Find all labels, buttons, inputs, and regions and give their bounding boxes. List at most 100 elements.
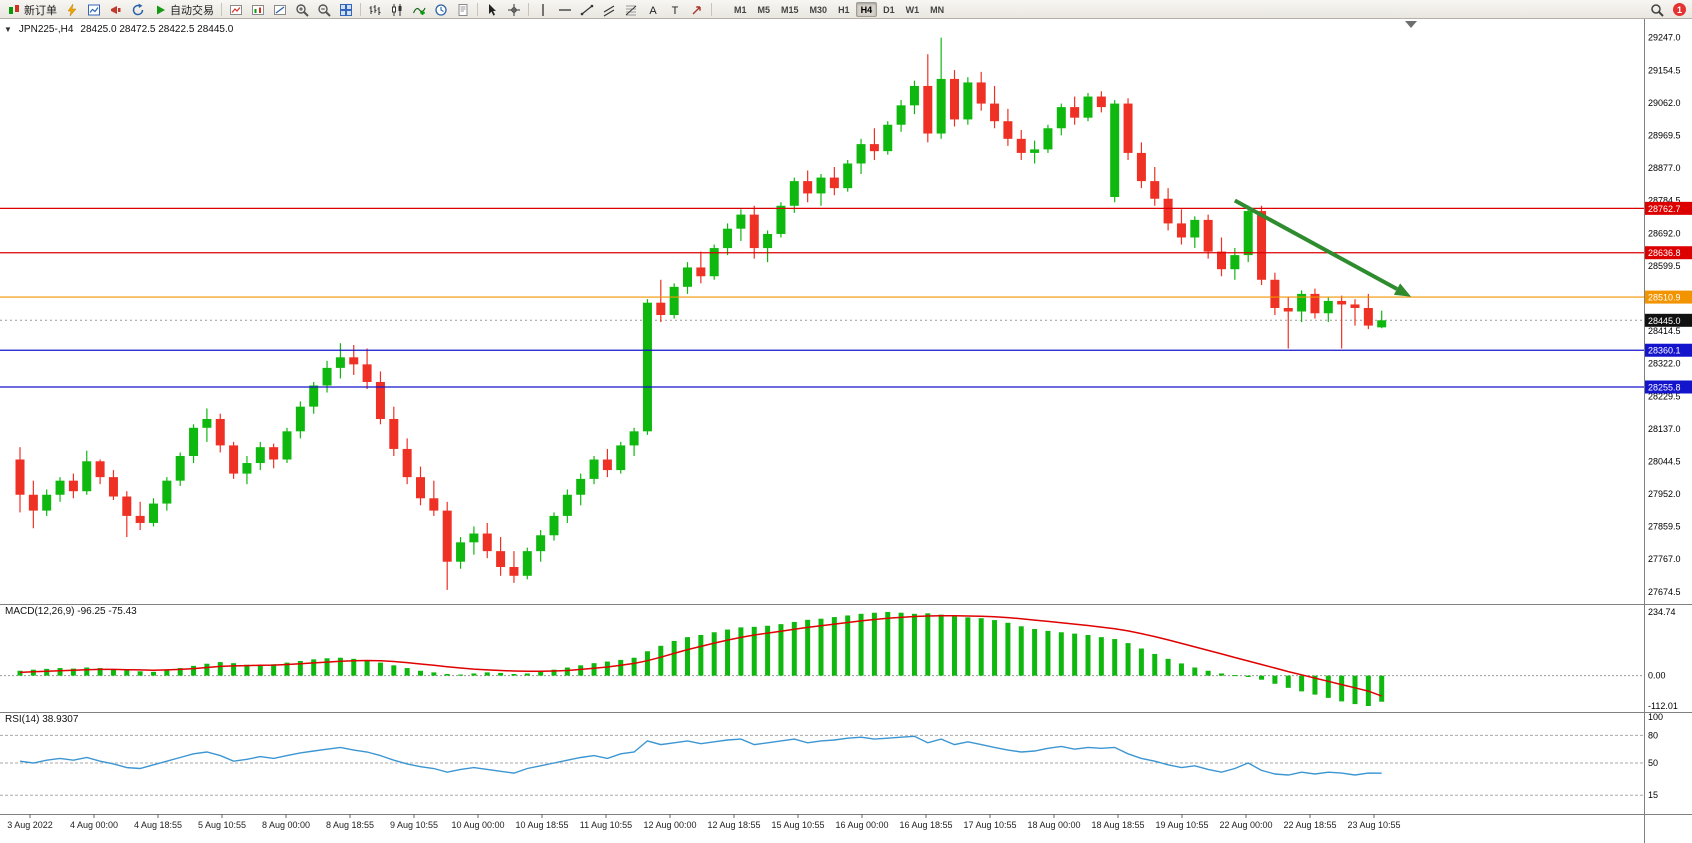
candle — [1070, 96, 1080, 125]
market-watch-button[interactable] — [83, 1, 105, 18]
candle — [1243, 205, 1253, 263]
timeframe-mn[interactable]: MN — [925, 2, 949, 17]
timeframe-w1[interactable]: W1 — [901, 2, 925, 17]
time-tick-label: 22 Aug 18:55 — [1283, 820, 1336, 830]
candle — [1043, 124, 1053, 153]
price-tick-label: 27952.0 — [1648, 489, 1681, 499]
macd-panel-canvas[interactable]: 234.74 0.00 -112.01 — [0, 604, 1692, 712]
time-axis[interactable]: 3 Aug 2022 4 Aug 00:00 4 Aug 18:55 5 Aug 10… — [0, 814, 1692, 843]
chart-window-icon — [252, 4, 264, 15]
price-chart-canvas[interactable]: 29247.0 29154.5 29062.0 28969.5 28877.0 28784… — [0, 19, 1692, 604]
new-order-button[interactable]: 新订单 — [3, 1, 61, 18]
timeframe-m15[interactable]: M15 — [776, 2, 804, 17]
candle — [1136, 142, 1146, 189]
price-tick-label: 27767.0 — [1648, 554, 1681, 564]
new-chart-button[interactable] — [225, 1, 247, 18]
level-price-label: 28360.1 — [1648, 346, 1681, 356]
templates-button[interactable] — [452, 1, 474, 18]
time-tick-label: 15 Aug 10:55 — [771, 820, 824, 830]
level-price-label-bg — [1645, 246, 1692, 260]
one-click-trading-toggle[interactable]: ▼ — [4, 24, 12, 34]
timeframe-h1[interactable]: H1 — [833, 2, 855, 17]
candle — [1083, 93, 1093, 122]
chart-template-button[interactable] — [269, 1, 291, 18]
refresh-icon — [132, 3, 144, 15]
periods-button[interactable] — [430, 1, 452, 18]
toolbar-right: 1 — [1646, 1, 1689, 18]
toolbar-separator — [477, 3, 478, 16]
time-tick-label: 3 Aug 2022 — [7, 820, 53, 830]
candle — [28, 480, 38, 529]
chart-shift-marker[interactable] — [1405, 21, 1417, 28]
trendline-button[interactable] — [576, 1, 598, 18]
candle — [1270, 272, 1280, 316]
rsi-line — [19, 735, 1382, 776]
horizontal-line-button[interactable] — [554, 1, 576, 18]
channel-button[interactable] — [598, 1, 620, 18]
bars-chart-button[interactable] — [364, 1, 386, 18]
quick-trade-button[interactable] — [61, 1, 83, 18]
autotrading-button-label: 自动交易 — [170, 4, 214, 17]
time-tick-label: 16 Aug 00:00 — [835, 820, 888, 830]
candle — [1163, 188, 1173, 231]
toolbar-separator — [528, 3, 529, 16]
candle — [122, 491, 132, 538]
zoom-out-icon — [318, 3, 331, 17]
chart-window-button[interactable] — [247, 1, 269, 18]
cursor-button[interactable] — [481, 1, 503, 18]
candle — [15, 447, 25, 513]
candle — [482, 522, 492, 559]
candles-chart-icon — [392, 3, 402, 16]
vertical-line-button[interactable] — [532, 1, 554, 18]
rsi-panel-canvas[interactable]: 100 80 50 15 — [0, 712, 1692, 814]
level-price-label-bg — [1645, 343, 1692, 357]
search-button[interactable] — [1646, 1, 1668, 18]
time-tick-label: 18 Aug 18:55 — [1091, 820, 1144, 830]
refresh-button[interactable] — [127, 1, 149, 18]
timeframe-d1[interactable]: D1 — [878, 2, 900, 17]
candle — [976, 71, 986, 111]
trend-arrow[interactable] — [1233, 198, 1412, 297]
bid-price-label-bg — [1645, 313, 1692, 327]
candle — [1283, 297, 1293, 349]
price-axis[interactable]: 29247.0 29154.5 29062.0 28969.5 28877.0 28784… — [1645, 33, 1692, 597]
alerts-button[interactable] — [105, 1, 127, 18]
indicators-button[interactable] — [408, 1, 430, 18]
candle — [576, 473, 586, 506]
candle — [442, 501, 452, 590]
search-icon — [1651, 3, 1664, 17]
candle — [562, 489, 572, 523]
timeframe-m1[interactable]: M1 — [729, 2, 752, 17]
rsi-scale-label: 15 — [1648, 790, 1658, 800]
tile-windows-button[interactable] — [335, 1, 357, 18]
candle — [963, 77, 973, 125]
price-tick-label: 28877.0 — [1648, 163, 1681, 173]
candle — [189, 424, 199, 464]
price-tick-label: 29062.0 — [1648, 98, 1681, 108]
autotrading-button[interactable]: 自动交易 — [149, 1, 218, 18]
timeframe-h4[interactable]: H4 — [855, 2, 878, 17]
notifications-badge[interactable]: 1 — [1673, 3, 1686, 16]
candle — [776, 202, 786, 238]
candles-chart-button[interactable] — [386, 1, 408, 18]
zoom-out-button[interactable] — [313, 1, 335, 18]
fibonacci-button[interactable] — [620, 1, 642, 18]
cursor-icon — [489, 3, 496, 16]
candle — [522, 547, 532, 580]
time-tick-label: 10 Aug 00:00 — [451, 820, 504, 830]
candle — [936, 37, 946, 139]
arrow-tool-button[interactable] — [686, 1, 708, 18]
timeframe-m5[interactable]: M5 — [753, 2, 776, 17]
candle — [135, 501, 145, 530]
candle — [1337, 295, 1347, 349]
candle — [883, 121, 893, 155]
crosshair-button[interactable] — [503, 1, 525, 18]
candle — [349, 344, 359, 375]
zoom-in-button[interactable] — [291, 1, 313, 18]
candle — [869, 128, 879, 160]
timeframe-m30[interactable]: M30 — [805, 2, 833, 17]
text-label-button[interactable]: T — [664, 1, 686, 18]
toolbar-separator — [221, 3, 222, 16]
text-button[interactable]: A — [642, 1, 664, 18]
